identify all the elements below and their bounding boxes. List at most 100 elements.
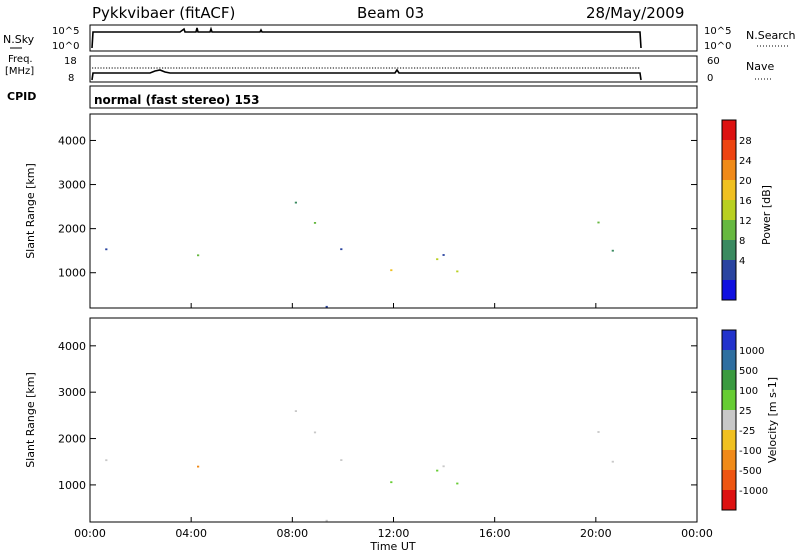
noise-right-tick-bottom: 10^0: [704, 41, 731, 52]
noise-sky-trace: [91, 26, 642, 49]
colorbar-swatch: [722, 390, 736, 411]
colorbar-tick-label: 16: [739, 196, 752, 207]
freq-right-tick-bottom: 0: [707, 73, 713, 84]
x-tick-label: 20:00: [580, 527, 612, 540]
colorbar-swatch: [722, 430, 736, 451]
colorbar-swatch: [722, 180, 736, 201]
velocity-heatmap: [105, 410, 614, 522]
cpid-panel-frame: [89, 85, 698, 109]
x-tick-label: 16:00: [479, 527, 511, 540]
colorbar-swatch: [722, 450, 736, 471]
colorbar-tick-label: 25: [739, 406, 752, 417]
echo-cell: [390, 269, 393, 272]
colorbar-swatch: [722, 120, 736, 141]
echo-cell: [442, 254, 445, 256]
power-heatmap: [105, 201, 614, 308]
noise-panel-frame: [89, 24, 698, 52]
echo-cell: [611, 460, 614, 463]
echo-cell: [197, 254, 200, 257]
echo-cell: [313, 222, 317, 224]
y-tick-label: 1000: [58, 267, 86, 280]
colorbar-tick-label: 8: [739, 236, 745, 247]
colorbar-swatch: [722, 410, 736, 431]
colorbar-swatch: [722, 330, 736, 351]
colorbar-swatch: [722, 350, 736, 371]
cpid-text: normal (fast stereo) 153: [94, 93, 260, 107]
echo-cell: [340, 459, 343, 461]
freq-panel-frame: [89, 55, 698, 83]
colorbar-swatch: [722, 490, 736, 511]
colorbar-tick-label: 1000: [739, 346, 764, 357]
x-tick-label: 00:00: [74, 527, 106, 540]
date-title: 28/May/2009: [586, 4, 684, 22]
colorbar-tick-label: -25: [739, 426, 755, 437]
colorbar-tick-label: 4: [739, 256, 745, 267]
echo-cell: [313, 431, 317, 434]
colorbar-swatch: [722, 140, 736, 161]
power-y-axis: 1000 2000 3000 4000: [58, 134, 697, 280]
x-tick-label: 12:00: [378, 527, 410, 540]
velocity-colorbar-label: Velocity [m s-1]: [766, 377, 779, 463]
echo-cell: [436, 469, 439, 472]
colorbar-tick-label: -1000: [739, 486, 768, 497]
noise-left-label: N.Sky: [3, 33, 35, 46]
echo-cell: [294, 410, 297, 412]
y-tick-label: 3000: [58, 386, 86, 399]
cpid-label: CPID: [7, 90, 36, 103]
echo-cell: [390, 481, 393, 484]
colorbar-swatch: [722, 280, 736, 301]
colorbar-swatch: [722, 220, 736, 241]
noise-left-tick-top: 10^5: [52, 26, 79, 37]
freq-right-label: Nave: [746, 60, 774, 73]
colorbar-swatch: [722, 160, 736, 181]
echo-cell: [436, 258, 439, 261]
echo-cell: [597, 431, 600, 433]
y-tick-label: 2000: [58, 433, 86, 446]
colorbar-swatch: [722, 470, 736, 491]
x-tick-label: 00:00: [681, 527, 713, 540]
beam-title: Beam 03: [357, 4, 424, 22]
freq-right-tick-top: 60: [707, 56, 720, 67]
colorbar-frame: [721, 329, 737, 511]
echo-cell: [611, 249, 614, 252]
colorbar-swatch: [722, 200, 736, 221]
x-axis-label: Time UT: [369, 540, 415, 553]
echo-cell: [197, 465, 200, 468]
freq-trace: [91, 68, 642, 81]
y-tick-label: 2000: [58, 223, 86, 236]
station-title: Pykkvibaer (fitACF): [92, 4, 235, 22]
freq-left-label-1: Freq.: [8, 54, 33, 65]
echo-cell: [442, 465, 445, 468]
power-panel-frame: [89, 113, 698, 309]
colorbar-tick-label: 100: [739, 386, 758, 397]
noise-left-tick-bottom: 10^0: [52, 41, 79, 52]
echo-cell: [597, 221, 600, 224]
freq-left-tick-top: 18: [64, 56, 77, 67]
colorbar-tick-label: -100: [739, 446, 762, 457]
power-y-label: Slant Range [km]: [24, 163, 37, 259]
echo-cell: [105, 248, 108, 251]
colorbar-tick-label: 24: [739, 156, 752, 167]
echo-cell: [456, 270, 459, 273]
echo-cell: [456, 482, 459, 485]
echo-cell: [325, 305, 328, 308]
velocity-y-label: Slant Range [km]: [24, 372, 37, 468]
colorbar-tick-label: 20: [739, 176, 752, 187]
time-x-axis: 00:00 04:00 08:00 12:00 16:00 20:00 00:00: [74, 303, 713, 540]
freq-left-label-2: [MHz]: [5, 66, 34, 77]
noise-right-tick-top: 10^5: [704, 26, 731, 37]
x-tick-label: 04:00: [175, 527, 207, 540]
colorbar-frame: [721, 119, 737, 301]
echo-cell: [325, 519, 328, 522]
velocity-colorbar: 1000 500 100 25 -25 -100 -500 -1000: [721, 329, 768, 511]
colorbar-swatch: [722, 240, 736, 261]
velocity-panel-frame: [89, 317, 698, 523]
power-colorbar-label: Power [dB]: [760, 185, 773, 245]
colorbar-tick-label: -500: [739, 466, 762, 477]
colorbar-tick-label: 500: [739, 366, 758, 377]
y-tick-label: 3000: [58, 179, 86, 192]
colorbar-swatch: [722, 260, 736, 281]
y-tick-label: 4000: [58, 340, 86, 353]
x-tick-label: 08:00: [276, 527, 308, 540]
